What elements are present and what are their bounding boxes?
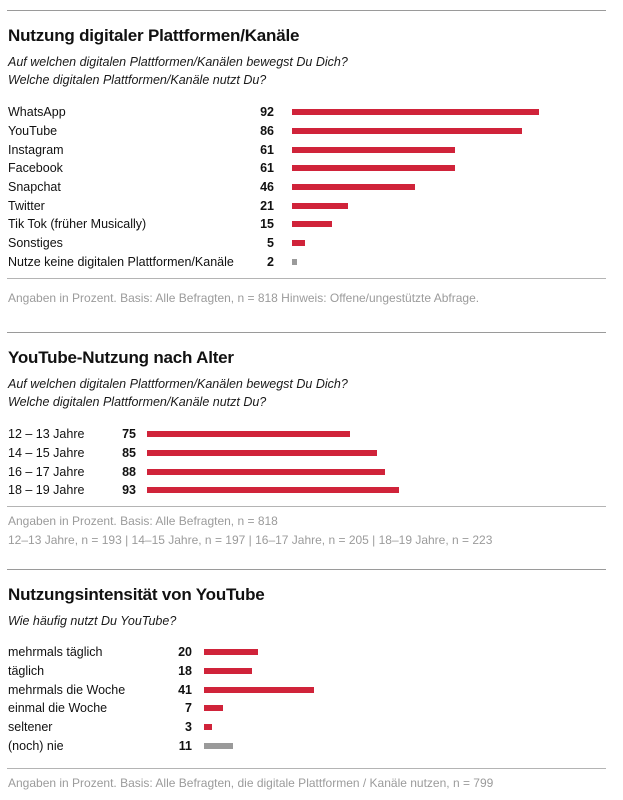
chart-1-question-2: Welche digitalen Plattformen/Kanäle nutz… (8, 73, 267, 87)
chart-2-question-1: Auf welchen digitalen Plattformen/Kanäle… (8, 377, 348, 391)
bar (204, 742, 234, 749)
bar (147, 450, 378, 457)
chart-1-row: YouTube 86 (8, 122, 608, 141)
chart-1-title: Nutzung digitaler Plattformen/Kanäle (8, 26, 300, 45)
bar (204, 649, 258, 656)
value-label: 5 (267, 236, 274, 251)
category-label: 14 – 15 Jahre (8, 446, 85, 461)
section-3-rule (7, 569, 606, 570)
category-label: Instagram (8, 142, 64, 157)
category-label: Twitter (8, 198, 45, 213)
chart-2-row: 16 – 17 Jahre 88 (8, 462, 608, 481)
chart-2-note-2: 12–13 Jahre, n = 193 | 14–15 Jahre, n = … (8, 533, 493, 547)
category-label: Facebook (8, 161, 63, 176)
value-label: 61 (260, 142, 274, 157)
bar (292, 146, 456, 153)
bar (204, 705, 223, 712)
value-label: 61 (260, 161, 274, 176)
chart-2-row: 14 – 15 Jahre 85 (8, 444, 608, 463)
bar (292, 221, 333, 228)
chart-2-row: 18 – 19 Jahre 93 (8, 481, 608, 500)
chart-1-row: Nutze keine digitalen Plattformen/Kanäle… (8, 253, 608, 272)
value-label: 11 (178, 738, 192, 753)
chart-3-row: einmal die Woche 7 (8, 699, 608, 718)
category-label: (noch) nie (8, 738, 64, 753)
value-label: 41 (178, 682, 192, 697)
value-label: 7 (185, 701, 192, 716)
chart-1-row: Tik Tok (früher Musically) 15 (8, 215, 608, 234)
chart-3-title: Nutzungsintensität von YouTube (8, 585, 265, 604)
category-label: mehrmals die Woche (8, 682, 126, 697)
category-label: 18 – 19 Jahre (8, 483, 85, 498)
chart-3-row: mehrmals täglich 20 (8, 643, 608, 662)
bar (204, 724, 213, 731)
category-label: 16 – 17 Jahre (8, 464, 85, 479)
bar (292, 109, 539, 116)
category-label: Nutze keine digitalen Plattformen/Kanäle (8, 254, 234, 269)
chart-2-title: YouTube-Nutzung nach Alter (8, 348, 234, 367)
chart-3-question-1: Wie häufig nutzt Du YouTube? (8, 614, 177, 628)
value-label: 85 (122, 446, 136, 461)
chart-1-row: Twitter 21 (8, 196, 608, 215)
chart-1-row: Sonstiges 5 (8, 234, 608, 253)
bar (204, 686, 314, 693)
chart-3-row: mehrmals die Woche 41 (8, 680, 608, 699)
chart-3-note: Angaben in Prozent. Basis: Alle Befragte… (8, 776, 494, 790)
chart-1-rule (7, 278, 606, 279)
chart-3-rule (7, 768, 606, 769)
value-label: 20 (178, 645, 192, 660)
chart-2-question-2: Welche digitalen Plattformen/Kanäle nutz… (8, 395, 267, 409)
chart-1-question-1: Auf welchen digitalen Plattformen/Kanäle… (8, 55, 348, 69)
value-label: 75 (122, 427, 136, 442)
category-label: YouTube (8, 124, 58, 139)
bar (292, 165, 456, 172)
value-label: 18 (178, 664, 192, 679)
chart-1-bars: WhatsApp 92 YouTube 86 Instagram 61 Facebook 61… (8, 103, 608, 271)
chart-2-rule (7, 506, 606, 507)
chart-2-note-1: Angaben in Prozent. Basis: Alle Befragte… (8, 514, 278, 528)
chart-3-row: (noch) nie 11 (8, 736, 608, 755)
bar (292, 184, 416, 191)
chart-3-bars: mehrmals täglich 20 täglich 18 mehrmals die … (8, 643, 608, 755)
category-label: Snapchat (8, 180, 61, 195)
bar (292, 240, 306, 247)
bar (147, 487, 400, 494)
value-label: 92 (260, 105, 274, 120)
value-label: 86 (260, 124, 274, 139)
bar (147, 468, 386, 475)
value-label: 3 (185, 720, 192, 735)
category-label: WhatsApp (8, 105, 66, 120)
bar (292, 258, 298, 265)
bar (204, 668, 253, 675)
category-label: 12 – 13 Jahre (8, 427, 85, 442)
chart-1-row: Facebook 61 (8, 159, 608, 178)
category-label: Tik Tok (früher Musically) (8, 217, 147, 232)
chart-1-note: Angaben in Prozent. Basis: Alle Befragte… (8, 291, 480, 305)
value-label: 2 (267, 254, 274, 269)
section-2-rule (7, 332, 606, 333)
chart-1-row: Snapchat 46 (8, 178, 608, 197)
value-label: 88 (122, 464, 136, 479)
category-label: einmal die Woche (8, 701, 108, 716)
value-label: 21 (260, 198, 274, 213)
value-label: 46 (260, 180, 274, 195)
chart-2-row: 12 – 13 Jahre 75 (8, 425, 608, 444)
category-label: mehrmals täglich (8, 645, 103, 660)
bar (292, 128, 523, 135)
category-label: täglich (8, 664, 45, 679)
chart-1-row: WhatsApp 92 (8, 103, 608, 122)
top-rule (7, 10, 606, 11)
chart-3-row: täglich 18 (8, 662, 608, 681)
value-label: 15 (260, 217, 274, 232)
value-label: 93 (122, 483, 136, 498)
bar (292, 202, 349, 209)
bar (147, 431, 351, 438)
chart-2-bars: 12 – 13 Jahre 75 14 – 15 Jahre 85 16 – 17 Ja… (8, 425, 608, 500)
category-label: seltener (8, 720, 53, 735)
category-label: Sonstiges (8, 236, 63, 251)
chart-1-row: Instagram 61 (8, 140, 608, 159)
chart-3-row: seltener 3 (8, 718, 608, 737)
